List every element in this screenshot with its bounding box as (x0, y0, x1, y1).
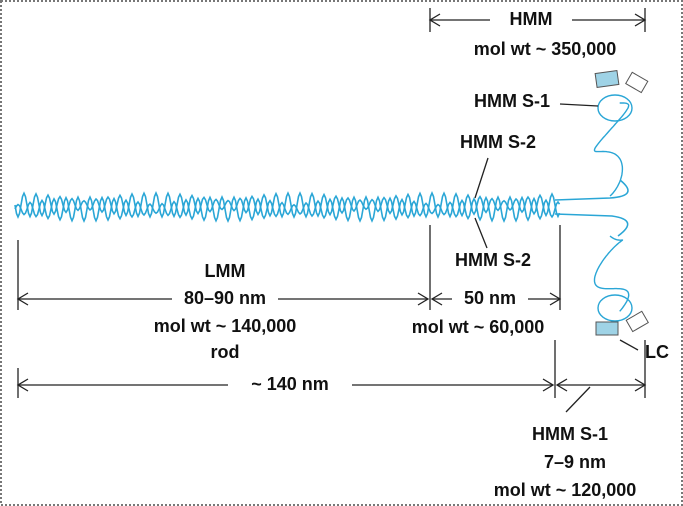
arrow-head (549, 292, 562, 306)
neck (554, 179, 629, 237)
arrow-head (542, 378, 555, 392)
arrow-head (16, 292, 29, 306)
s2-top-label: HMM S-2 (460, 132, 536, 152)
leader-line (474, 217, 488, 249)
arrow-head (430, 292, 443, 306)
lmm-length: 80–90 nm (184, 288, 266, 308)
light-chain (625, 71, 649, 94)
lmm-title: LMM (205, 261, 246, 281)
lc-label: LC (645, 342, 669, 362)
arrow-head (16, 378, 29, 392)
leader-line (565, 386, 591, 413)
arrow-head (428, 13, 441, 27)
s1-length: 7–9 nm (544, 452, 606, 472)
leader-line (474, 157, 489, 199)
s2-mol-wt: mol wt ~ 60,000 (412, 317, 545, 337)
lmm-rod: rod (211, 342, 240, 362)
total-length: ~ 140 nm (251, 374, 329, 394)
shapes (14, 8, 649, 413)
coiled-coil (14, 190, 561, 220)
hmm-mol-wt: mol wt ~ 350,000 (474, 39, 617, 59)
arrow-head (634, 13, 647, 27)
arrow-head (634, 378, 647, 392)
s1-mol-wt: mol wt ~ 120,000 (494, 480, 637, 500)
hmm-title: HMM (510, 9, 553, 29)
light-chain (625, 310, 649, 333)
head-globule (597, 294, 633, 322)
coiled-coil (14, 194, 561, 224)
head-globule (597, 94, 633, 122)
lmm-mol-wt: mol wt ~ 140,000 (154, 316, 297, 336)
myosin-head (593, 102, 630, 197)
s1-title: HMM S-1 (532, 424, 608, 444)
myosin-head (593, 235, 630, 312)
light-chain (594, 69, 620, 89)
leader-line (619, 339, 639, 351)
arrow-head (417, 292, 430, 306)
light-chain (595, 321, 619, 336)
leader-line (559, 103, 599, 107)
s1-top-label: HMM S-1 (474, 91, 550, 111)
s2-length: 50 nm (464, 288, 516, 308)
s2-bottom-label: HMM S-2 (455, 250, 531, 270)
labels: HMM mol wt ~ 350,000 HMM S-1 HMM S-2 HMM… (154, 9, 669, 500)
arrow-head (555, 378, 568, 392)
